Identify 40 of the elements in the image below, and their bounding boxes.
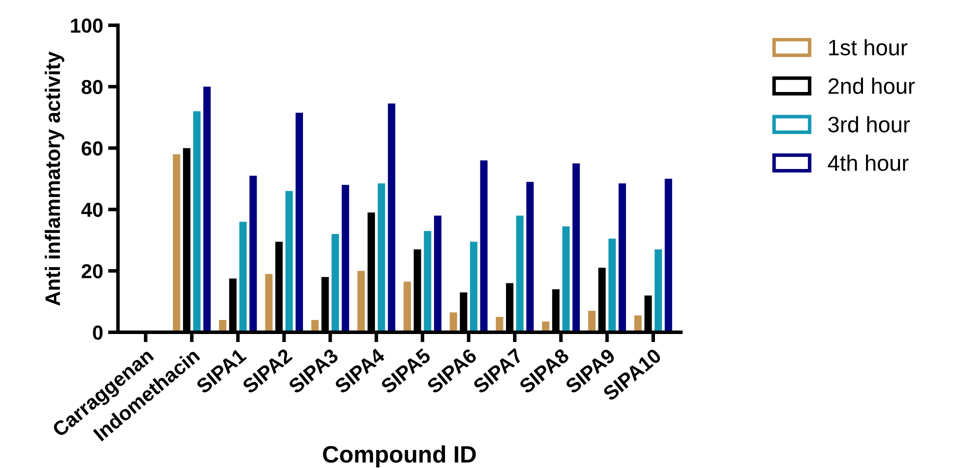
bar [296, 112, 303, 332]
x-axis-title: Compound ID [323, 445, 476, 468]
y-tick-label: 60 [82, 141, 103, 156]
bar [332, 234, 339, 332]
bar [203, 86, 211, 332]
y-tick-label: 40 [81, 202, 103, 217]
bar [378, 183, 386, 332]
bar [572, 163, 580, 332]
bar [388, 104, 396, 332]
bar [654, 249, 662, 332]
legend-label: 4th hour [828, 154, 909, 171]
bar [470, 242, 478, 332]
bar [434, 216, 442, 332]
bar [562, 226, 570, 332]
bar [265, 274, 273, 332]
bar [450, 312, 458, 332]
bar [249, 176, 257, 332]
legend-label: 3rd hour [828, 116, 910, 132]
y-axis-title: Anti inflammatory activity [44, 52, 64, 306]
bar [664, 178, 672, 332]
bar [516, 216, 524, 332]
y-tick-label: 0 [92, 326, 103, 340]
bar [618, 183, 626, 332]
bar [608, 238, 616, 332]
bar [480, 160, 488, 332]
bar [193, 111, 201, 332]
bar [526, 182, 534, 332]
bar [285, 191, 293, 332]
y-tick-label: 20 [82, 264, 103, 278]
y-tick-label: 100 [71, 18, 103, 33]
bar [424, 230, 432, 332]
legend-label: 2nd hour [828, 78, 915, 94]
y-tick-label: 80 [82, 80, 103, 94]
bar [404, 282, 411, 332]
bar [172, 154, 180, 332]
legend-label: 1st hour [829, 39, 908, 56]
bar [357, 270, 365, 332]
bar [239, 222, 247, 332]
bar [588, 310, 596, 332]
bar [342, 184, 350, 332]
